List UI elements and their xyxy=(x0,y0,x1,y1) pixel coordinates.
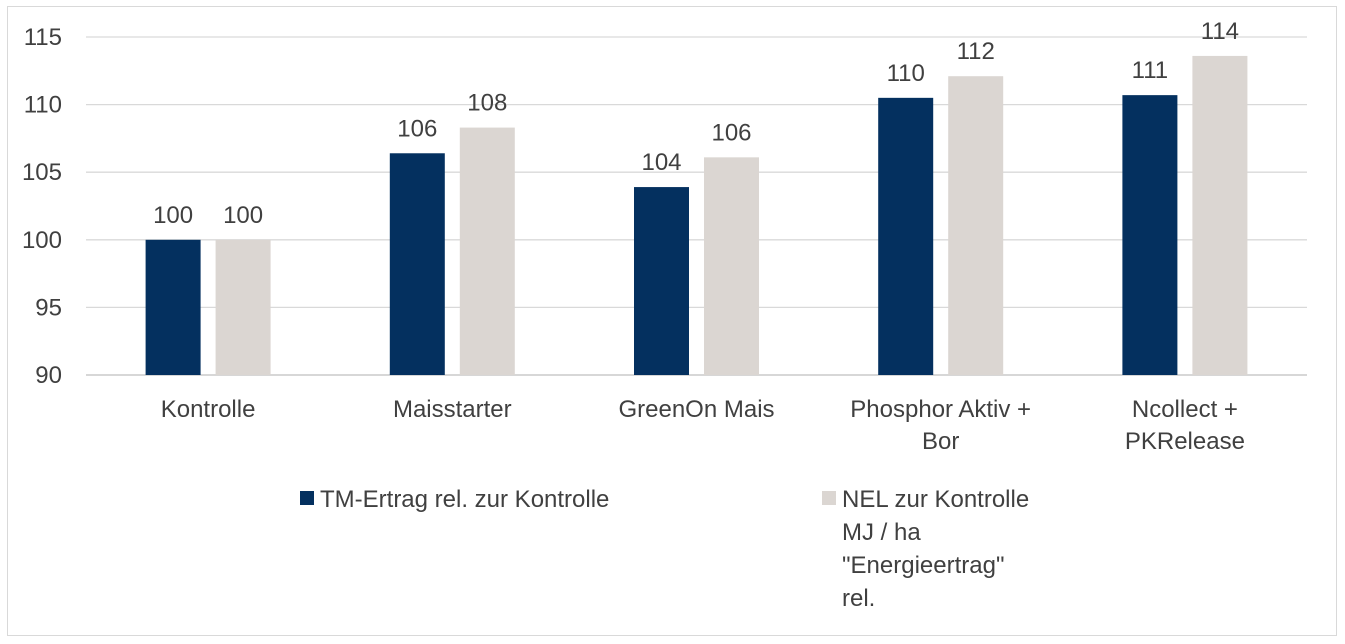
y-tick-label: 90 xyxy=(35,362,62,389)
legend-swatch-series1 xyxy=(300,491,314,505)
bar-series2-3 xyxy=(948,76,1004,375)
category-label: PKRelease xyxy=(1125,428,1245,455)
bars xyxy=(145,55,1248,376)
bar-series1-0 xyxy=(145,239,201,375)
category-label: Bor xyxy=(922,428,959,455)
data-label: 106 xyxy=(397,115,437,142)
data-label: 108 xyxy=(467,90,507,117)
data-label: 111 xyxy=(1132,57,1168,84)
data-label: 106 xyxy=(711,119,751,146)
bar-series1-1 xyxy=(389,153,445,375)
data-labels: 100 106 104 110 111 100 108 106 112 114 xyxy=(153,18,1239,229)
category-label: Ncollect + xyxy=(1132,396,1238,423)
y-tick-label: 95 xyxy=(35,294,62,321)
gridlines xyxy=(86,36,1307,376)
y-tick-label: 100 xyxy=(22,227,62,254)
category-label: GreenOn Mais xyxy=(618,396,774,423)
y-tick-label: 115 xyxy=(24,24,62,51)
bar-series2-4 xyxy=(1192,55,1248,375)
category-label: Maisstarter xyxy=(393,396,512,423)
data-label: 114 xyxy=(1201,18,1239,45)
x-axis-category-labels: Kontrolle Maisstarter GreenOn Mais Phosphor… xyxy=(161,396,1245,455)
data-label: 110 xyxy=(887,60,925,87)
bar-series1-2 xyxy=(634,187,689,375)
legend-swatch-series2 xyxy=(822,491,836,505)
legend-label: TM-Ertrag rel. zur Kontrolle xyxy=(320,486,609,513)
bar-series2-1 xyxy=(459,127,515,375)
bar-series2-0 xyxy=(215,239,271,375)
data-label: 104 xyxy=(641,149,681,176)
y-tick-label: 110 xyxy=(24,92,62,119)
category-label: Phosphor Aktiv + xyxy=(850,396,1031,423)
y-tick-label: 105 xyxy=(22,159,62,186)
bar-series2-2 xyxy=(704,157,759,375)
data-label: 100 xyxy=(153,202,193,229)
bar-series1-4 xyxy=(1122,95,1178,376)
legend: TM-Ertrag rel. zur Kontrolle NEL zur Kont… xyxy=(300,486,1029,612)
data-label: 112 xyxy=(957,38,995,65)
legend-label: "Energieertrag" xyxy=(842,552,1004,579)
legend-label: rel. xyxy=(842,585,875,612)
y-axis-tick-labels: 90 95 100 105 110 115 xyxy=(22,24,62,389)
legend-label: MJ / ha xyxy=(842,519,921,546)
legend-label: NEL zur Kontrolle xyxy=(842,486,1029,513)
category-label: Kontrolle xyxy=(161,396,256,423)
bar-series1-3 xyxy=(878,97,934,375)
data-label: 100 xyxy=(223,202,263,229)
